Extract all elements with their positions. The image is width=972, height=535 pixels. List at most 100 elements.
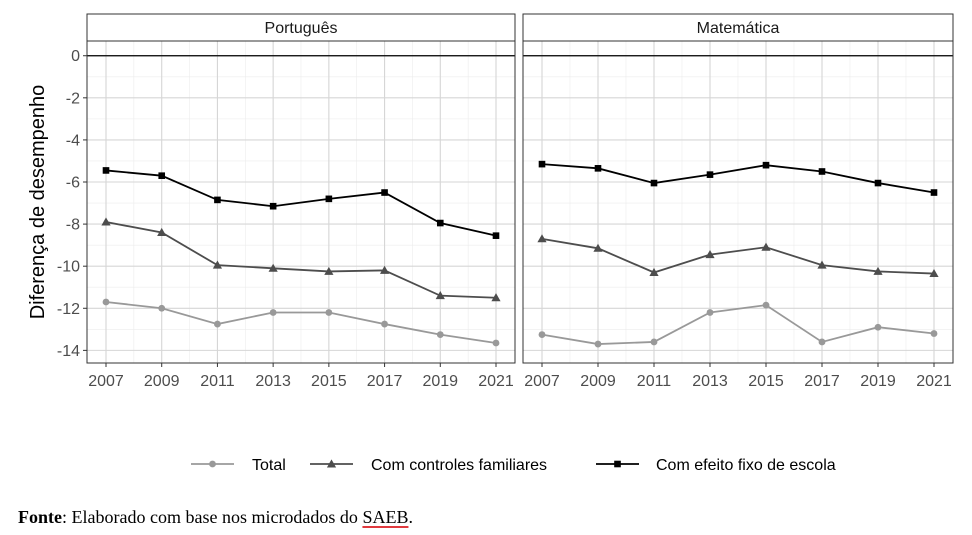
chart: Diferença de desempenho 0 -2 -4 -6 -8 -10 -12 -1… <box>27 13 954 474</box>
data-point <box>649 267 659 276</box>
data-point <box>706 309 714 316</box>
data-point <box>157 227 167 236</box>
panel-2: Matemática 2007 2009 2011 2013 2015 2017 2019 20… <box>522 13 954 390</box>
source-text: : Elaborado com base nos microdados do <box>62 507 363 527</box>
data-point <box>379 265 390 274</box>
x-tick-label: 2011 <box>637 373 672 390</box>
x-tick-label: 2019 <box>860 373 896 390</box>
data-point <box>762 161 770 169</box>
data-point <box>817 260 827 269</box>
x-tick-label: 2015 <box>311 373 347 390</box>
series-line <box>541 237 935 275</box>
data-point <box>435 291 445 300</box>
series-line <box>105 221 497 299</box>
x-tick-label: 2013 <box>255 373 291 390</box>
data-point <box>706 171 714 178</box>
data-point <box>594 340 602 348</box>
legend: Total Com controles familiares Com efeito … <box>191 457 836 474</box>
legend-label: Com efeito fixo de escola <box>656 457 836 474</box>
data-point <box>102 167 110 174</box>
x-tick-label: 2011 <box>200 373 235 390</box>
data-point <box>214 196 221 204</box>
data-point <box>930 189 938 196</box>
strip-border <box>86 13 516 42</box>
x-tick-label: 2021 <box>478 373 514 390</box>
data-point <box>650 179 658 187</box>
x-tick-label: 2015 <box>748 373 784 390</box>
panel-title: Matemática <box>697 20 780 37</box>
x-tick-label: 2021 <box>916 373 952 390</box>
series-line <box>541 304 935 345</box>
source-note: Fonte: Elaborado com base nos microdados… <box>18 507 413 528</box>
data-point <box>269 202 277 210</box>
data-point <box>705 250 715 259</box>
x-tick-label: 2007 <box>88 373 124 390</box>
y-tick-label: -6 <box>66 175 80 192</box>
strip-border <box>522 13 954 42</box>
x-tick-label: 2009 <box>580 373 616 390</box>
data-point <box>818 338 826 346</box>
data-point <box>537 234 547 243</box>
legend-key-marker <box>614 460 621 468</box>
data-point <box>492 339 500 347</box>
y-tick-label: -10 <box>57 259 80 276</box>
x-tick-label: 2009 <box>144 373 180 390</box>
panel-title: Português <box>265 20 338 37</box>
y-tick-label: -14 <box>57 343 80 360</box>
y-axis-title: Diferença de desempenho <box>27 85 49 320</box>
data-point <box>436 331 444 338</box>
series-line <box>105 169 497 237</box>
legend-item: Com controles familiares <box>310 457 547 474</box>
data-point <box>269 309 277 316</box>
x-tick-label: 2013 <box>692 373 728 390</box>
data-point <box>593 243 603 252</box>
data-point <box>324 266 334 275</box>
x-tick-label: 2019 <box>422 373 458 390</box>
legend-item: Total <box>191 457 286 474</box>
series-line <box>105 301 497 344</box>
panel-1: Português 2007 2009 2011 2013 2015 2017 2019 202… <box>86 13 516 390</box>
x-tick-label: 2017 <box>367 373 403 390</box>
y-tick-label: -12 <box>57 301 80 318</box>
data-point <box>101 217 111 226</box>
panel-strip <box>87 14 515 41</box>
data-point <box>158 172 166 179</box>
series-com-controles-familiares <box>101 217 501 302</box>
data-point <box>436 219 444 227</box>
data-point <box>930 330 938 337</box>
data-point <box>268 263 278 272</box>
source-label: Fonte <box>18 507 62 527</box>
data-point <box>212 260 223 269</box>
legend-key-marker <box>326 459 337 468</box>
source-end: . <box>408 507 413 527</box>
data-point <box>874 323 882 331</box>
data-point <box>594 165 602 172</box>
y-tick-label: -8 <box>66 217 80 234</box>
legend-label: Com controles familiares <box>371 457 547 474</box>
series-com-controles-familiares <box>537 234 939 278</box>
data-point <box>873 266 883 275</box>
data-point <box>381 189 388 196</box>
panel-strip <box>523 14 953 41</box>
data-point <box>325 195 333 203</box>
series-total <box>538 301 938 348</box>
y-tick-label: 0 <box>71 48 80 65</box>
data-point <box>325 309 333 316</box>
data-point <box>102 298 110 306</box>
series-line <box>541 163 935 194</box>
data-point <box>214 320 221 328</box>
data-point <box>538 160 546 168</box>
data-point <box>492 232 500 239</box>
legend-item: Com efeito fixo de escola <box>596 457 836 474</box>
source-saeb: SAEB <box>362 507 409 527</box>
x-tick-label: 2007 <box>524 373 560 390</box>
data-point <box>929 268 939 278</box>
data-point <box>761 242 771 251</box>
series-total <box>102 298 500 347</box>
data-point <box>158 304 166 312</box>
data-point <box>538 331 546 338</box>
data-point <box>874 179 882 187</box>
series-com-efeito-fixo-de-escola <box>538 160 938 196</box>
y-tick-label: -4 <box>66 132 80 149</box>
data-point <box>650 338 658 346</box>
